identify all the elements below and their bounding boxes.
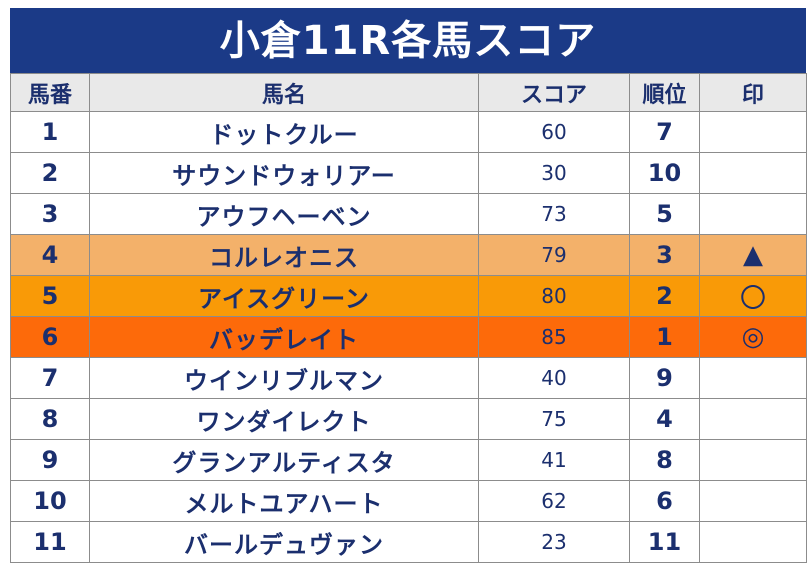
table-row: 1 ドットクルー 60 7 <box>10 111 807 153</box>
horse-rank: 10 <box>629 152 700 194</box>
horse-number: 4 <box>10 234 90 276</box>
triangle-mark-icon: ▲ <box>699 234 807 276</box>
horse-score: 73 <box>478 193 630 235</box>
header-score: スコア <box>478 73 630 112</box>
horse-name: コルレオニス <box>89 234 479 276</box>
horse-score: 79 <box>478 234 630 276</box>
horse-mark <box>699 357 807 399</box>
horse-rank: 6 <box>629 480 700 522</box>
horse-number: 1 <box>10 111 90 153</box>
horse-mark <box>699 152 807 194</box>
horse-score: 30 <box>478 152 630 194</box>
horse-name: ドットクルー <box>89 111 479 153</box>
horse-name: ウインリブルマン <box>89 357 479 399</box>
horse-score: 80 <box>478 275 630 317</box>
horse-rank: 5 <box>629 193 700 235</box>
horse-score: 75 <box>478 398 630 440</box>
horse-score: 85 <box>478 316 630 358</box>
horse-number: 2 <box>10 152 90 194</box>
horse-name: バールデュヴァン <box>89 521 479 563</box>
horse-rank: 8 <box>629 439 700 481</box>
horse-rank: 4 <box>629 398 700 440</box>
horse-mark <box>699 193 807 235</box>
horse-score: 23 <box>478 521 630 563</box>
horse-name: サウンドウォリアー <box>89 152 479 194</box>
page-title: 小倉11R各馬スコア <box>10 8 806 73</box>
horse-rank: 7 <box>629 111 700 153</box>
horse-number: 6 <box>10 316 90 358</box>
score-table-panel: 小倉11R各馬スコア 馬番 馬名 スコア 順位 印 1 ドットクルー 60 7 … <box>10 8 807 568</box>
horse-number: 5 <box>10 275 90 317</box>
table-row: 6 バッデレイト 85 1 ◎ <box>10 316 807 358</box>
horse-score: 41 <box>478 439 630 481</box>
horse-rank: 9 <box>629 357 700 399</box>
table-row: 11 バールデュヴァン 23 11 <box>10 521 807 563</box>
header-number: 馬番 <box>10 73 90 112</box>
score-table: 馬番 馬名 スコア 順位 印 1 ドットクルー 60 7 2 サウンドウォリアー… <box>10 73 807 563</box>
horse-mark <box>699 398 807 440</box>
table-row: 3 アウフヘーベン 73 5 <box>10 193 807 235</box>
horse-score: 40 <box>478 357 630 399</box>
horse-rank: 11 <box>629 521 700 563</box>
horse-number: 11 <box>10 521 90 563</box>
table-row: 7 ウインリブルマン 40 9 <box>10 357 807 399</box>
horse-score: 60 <box>478 111 630 153</box>
table-header-row: 馬番 馬名 スコア 順位 印 <box>10 73 807 112</box>
horse-number: 10 <box>10 480 90 522</box>
horse-mark <box>699 480 807 522</box>
table-row: 4 コルレオニス 79 3 ▲ <box>10 234 807 276</box>
table-row: 2 サウンドウォリアー 30 10 <box>10 152 807 194</box>
horse-number: 8 <box>10 398 90 440</box>
table-row: 9 グランアルティスタ 41 8 <box>10 439 807 481</box>
horse-rank: 1 <box>629 316 700 358</box>
header-name: 馬名 <box>89 73 479 112</box>
header-mark: 印 <box>699 73 807 112</box>
horse-score: 62 <box>478 480 630 522</box>
table-row: 5 アイスグリーン 80 2 〇 <box>10 275 807 317</box>
circle-mark-icon: 〇 <box>699 275 807 317</box>
horse-rank: 3 <box>629 234 700 276</box>
horse-name: グランアルティスタ <box>89 439 479 481</box>
horse-mark <box>699 111 807 153</box>
horse-name: アウフヘーベン <box>89 193 479 235</box>
header-rank: 順位 <box>629 73 700 112</box>
double-circle-mark-icon: ◎ <box>699 316 807 358</box>
horse-rank: 2 <box>629 275 700 317</box>
horse-number: 9 <box>10 439 90 481</box>
horse-name: ワンダイレクト <box>89 398 479 440</box>
horse-number: 3 <box>10 193 90 235</box>
table-row: 8 ワンダイレクト 75 4 <box>10 398 807 440</box>
horse-mark <box>699 521 807 563</box>
horse-name: メルトユアハート <box>89 480 479 522</box>
horse-number: 7 <box>10 357 90 399</box>
horse-name: バッデレイト <box>89 316 479 358</box>
table-row: 10 メルトユアハート 62 6 <box>10 480 807 522</box>
horse-name: アイスグリーン <box>89 275 479 317</box>
horse-mark <box>699 439 807 481</box>
